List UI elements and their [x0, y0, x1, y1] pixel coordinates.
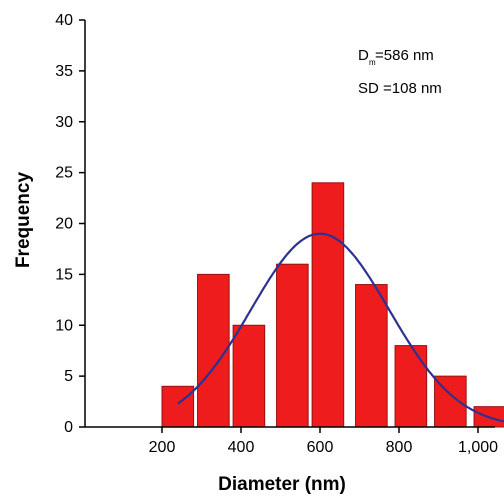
y-tick-label-7: 35	[55, 63, 73, 80]
y-tick-label-1: 5	[64, 368, 73, 385]
x-tick-label-1: 400	[228, 439, 255, 456]
dm-subscript: m	[369, 58, 376, 67]
y-ticks: 0 5 10 15 20 25 30 35 40	[55, 12, 85, 436]
histogram-bar-2	[197, 273, 230, 428]
y-tick-label-5: 25	[55, 165, 73, 182]
histogram-bar-1	[161, 385, 195, 428]
dm-value: =586 nm	[375, 47, 434, 64]
histogram-bar-3	[232, 324, 266, 428]
y-tick-label-4: 20	[55, 216, 73, 233]
y-tick-label-8: 40	[55, 12, 73, 29]
histogram-bar-6	[355, 284, 388, 428]
annotation-sd: SD =108 nm	[358, 80, 442, 97]
histogram-bar-5	[311, 182, 345, 428]
histogram-bar-7	[394, 345, 428, 428]
y-tick-label-6: 30	[55, 114, 73, 131]
dm-prefix: D	[358, 47, 369, 64]
x-tick-label-2: 600	[307, 439, 334, 456]
x-tick-label-3: 800	[386, 439, 413, 456]
x-axis-title: Diameter (nm)	[218, 474, 346, 495]
x-tick-label-0: 200	[149, 439, 176, 456]
x-tick-label-4: 1,000	[458, 439, 498, 456]
histogram-bar-4	[276, 263, 309, 428]
bars-group	[161, 182, 504, 428]
y-tick-label-0: 0	[64, 419, 73, 436]
annotation-dm: D m =586 nm	[358, 47, 434, 67]
y-tick-label-2: 10	[55, 317, 73, 334]
y-axis-title: Frequency	[13, 172, 34, 269]
y-tick-label-3: 15	[55, 266, 73, 283]
